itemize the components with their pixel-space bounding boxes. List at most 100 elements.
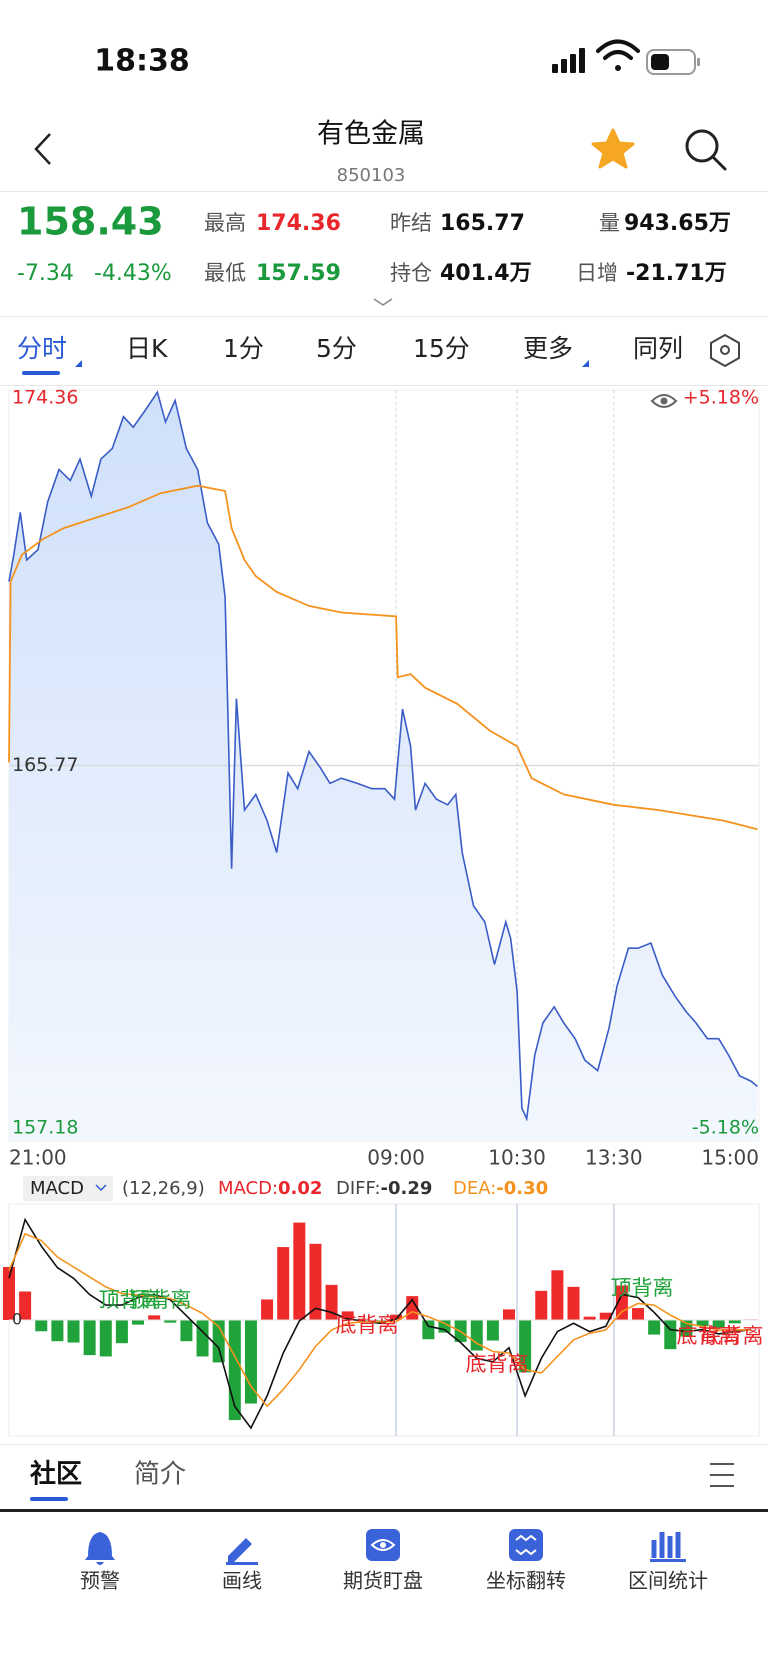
readout-label: MACD: (218, 1178, 278, 1199)
back-button[interactable] (34, 133, 51, 165)
stat-label: 日增 (576, 261, 618, 285)
tab-triangle (582, 360, 589, 367)
toolbar-button[interactable]: 预警 (80, 1532, 120, 1593)
x-tick-label: 13:30 (585, 1146, 643, 1170)
indicator-params: (12,26,9) (122, 1178, 205, 1199)
tab[interactable]: 1分 (223, 334, 264, 363)
bottom-tab[interactable]: 社区 (30, 1459, 82, 1490)
readout: MACD:0.02 (218, 1178, 322, 1199)
macd-bar (51, 1320, 64, 1342)
x-tick-label: 15:00 (701, 1146, 759, 1170)
stat-value: 174.36 (256, 211, 341, 236)
last-price: 158.43 (17, 200, 164, 244)
divergence-label: 底背离 (466, 1352, 529, 1376)
toolbar-label: 坐标翻转 (486, 1569, 566, 1593)
macd-bar (19, 1291, 32, 1320)
bottom-tab[interactable]: 简介 (134, 1460, 186, 1490)
stat-value: -21.71万 (626, 261, 727, 286)
icon-shape (85, 1532, 115, 1565)
toolbar-button[interactable]: 区间统计 (628, 1532, 708, 1593)
macd-bar (422, 1320, 435, 1340)
macd-bar (341, 1311, 354, 1320)
stat-label: 量 (599, 211, 620, 235)
stat-label: 最低 (204, 261, 246, 285)
icon-shape (226, 1562, 258, 1565)
divider (0, 1444, 768, 1445)
macd-bar (390, 1314, 403, 1320)
tab-triangle (75, 360, 82, 367)
indicator-dropdown[interactable] (23, 1176, 113, 1201)
macd-bar (357, 1318, 370, 1320)
readout-value: 0.02 (278, 1178, 322, 1199)
macd-bar (567, 1286, 580, 1320)
toolbar-icon (650, 1532, 686, 1562)
diff-line (8, 1217, 751, 1430)
divergence-label: 顶背离 (129, 1288, 192, 1312)
y-tick-label: 157.18 (12, 1117, 78, 1139)
settings-icon-center (720, 345, 730, 355)
indicator-name: MACD (30, 1178, 84, 1199)
macd-bar (196, 1320, 209, 1357)
stat-label: 最高 (204, 211, 246, 235)
macd-bar (712, 1320, 725, 1328)
macd-bar (309, 1243, 322, 1320)
tab[interactable]: 更多 (523, 334, 573, 363)
toolbar-label: 预警 (80, 1569, 120, 1593)
macd-bar (148, 1315, 161, 1320)
price-line (8, 484, 758, 831)
toolbar-button[interactable]: 画线 (222, 1538, 262, 1593)
macd-bar (3, 1266, 15, 1320)
macd-bar (599, 1312, 612, 1320)
tab[interactable]: 日K (126, 334, 168, 363)
tab[interactable]: 同列 (633, 334, 683, 363)
toolbar-button[interactable]: 坐标翻转 (486, 1529, 566, 1593)
expand-chevron[interactable] (373, 298, 393, 306)
tab[interactable]: 5分 (316, 334, 357, 363)
eye-icon[interactable] (650, 394, 678, 408)
tab[interactable]: 分时 (17, 334, 67, 363)
divider (0, 191, 768, 192)
page-code: 850103 (337, 165, 406, 186)
stat-value: 401.4万 (440, 261, 532, 286)
macd-bar (261, 1299, 274, 1320)
y-tick-label: 165.77 (12, 754, 78, 776)
page-title: 有色金属 (317, 119, 425, 150)
macd-bar (535, 1290, 548, 1320)
dea-line (8, 1232, 751, 1408)
favorite-star[interactable] (591, 128, 635, 169)
settings-icon[interactable] (710, 333, 740, 368)
tab-underline (30, 1497, 68, 1501)
toolbar-button[interactable]: 期货盯盘 (343, 1529, 423, 1593)
macd-bar (648, 1320, 661, 1335)
tab[interactable]: 15分 (413, 334, 470, 363)
divergence-label: 底背离 (701, 1324, 764, 1348)
price-line (8, 390, 758, 1122)
readout-value: -0.29 (381, 1178, 433, 1199)
macd-bar (115, 1320, 128, 1344)
macd-bar (132, 1320, 145, 1325)
readout: DIFF:-0.29 (336, 1178, 432, 1199)
divergence-label: 顶背离 (611, 1276, 674, 1300)
readout-label: DEA: (453, 1178, 496, 1199)
divergence-label: 底背离 (677, 1324, 740, 1348)
toolbar-label: 画线 (222, 1569, 262, 1593)
dropdown-chevron (95, 1184, 107, 1192)
stat-label: 昨结 (390, 211, 432, 235)
divider (0, 1509, 768, 1512)
macd-bar (293, 1222, 306, 1320)
x-tick-label: 21:00 (9, 1146, 67, 1170)
readout: DEA:-0.30 (453, 1178, 548, 1199)
icon-shape (650, 1559, 686, 1562)
menu-icon[interactable] (710, 1463, 734, 1487)
divergence-label: 底背离 (336, 1313, 399, 1337)
toolbar-label: 期货盯盘 (343, 1569, 423, 1593)
icon-shape (370, 1539, 396, 1551)
icon-shape (509, 1529, 543, 1561)
search-button[interactable] (685, 129, 727, 171)
macd-bar (519, 1320, 532, 1373)
macd-bar (83, 1320, 96, 1356)
macd-bar (551, 1270, 564, 1320)
toolbar-icon (226, 1538, 258, 1565)
